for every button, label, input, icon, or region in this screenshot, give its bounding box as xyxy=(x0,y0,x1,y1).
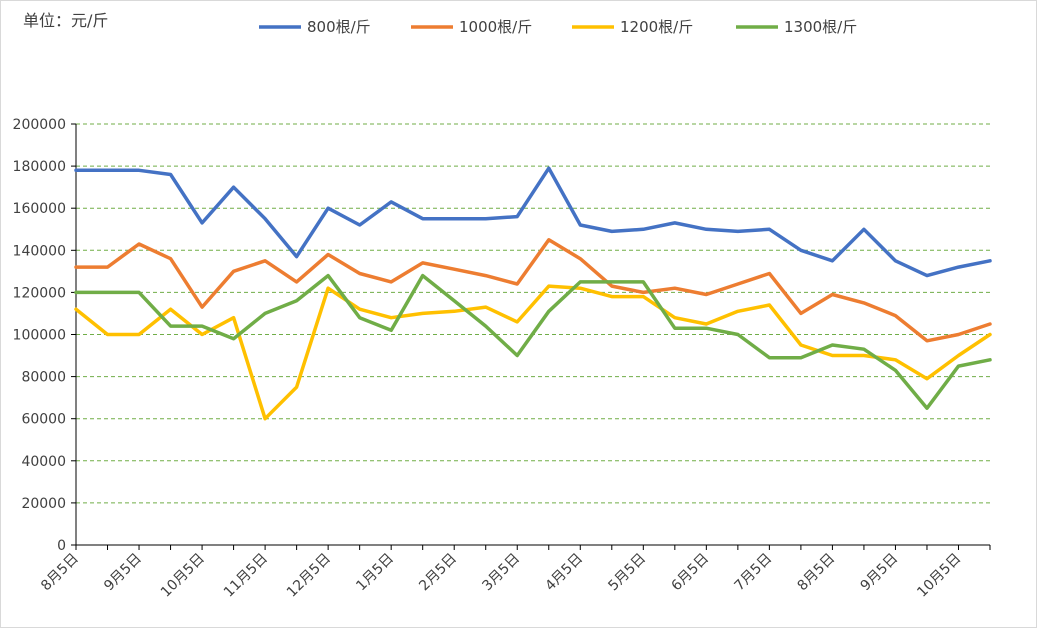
y-tick-label: 180000 xyxy=(13,159,66,175)
y-tick-label: 200000 xyxy=(13,117,66,133)
x-tick-label: 4月5日 xyxy=(542,551,586,595)
x-tick-label: 3月5日 xyxy=(479,551,523,595)
x-tick-label: 1月5日 xyxy=(353,551,397,595)
x-tick-label: 10月5日 xyxy=(914,551,964,601)
legend-label: 1000根/斤 xyxy=(459,18,532,36)
axes xyxy=(71,123,991,550)
x-tick-label: 8月5日 xyxy=(38,551,82,595)
y-tick-label: 120000 xyxy=(13,285,66,301)
x-tick-label: 5月5日 xyxy=(605,551,649,595)
series-line xyxy=(74,166,992,278)
y-tick-label: 0 xyxy=(57,538,66,554)
x-tick-label: 9月5日 xyxy=(858,551,902,595)
series-line xyxy=(74,238,992,343)
y-tick-label: 20000 xyxy=(21,496,66,512)
series-line xyxy=(74,284,992,421)
x-tick-label: 9月5日 xyxy=(101,551,145,595)
legend-label: 1300根/斤 xyxy=(784,18,857,36)
series-lines xyxy=(74,166,992,421)
unit-label: 单位：元/斤 xyxy=(23,11,109,30)
y-tick-label: 80000 xyxy=(21,370,66,386)
x-tick-labels: 8月5日 9月5日 10月5日 11月5日 12月5日 1月5日 2月5日 3月5日 4月5日 5… xyxy=(38,551,964,601)
x-tick-label: 8月5日 xyxy=(795,551,839,595)
y-tick-label: 140000 xyxy=(13,243,66,259)
x-tick-label: 2月5日 xyxy=(416,551,460,595)
legend-label: 1200根/斤 xyxy=(620,18,693,36)
legend: 800根/斤 1000根/斤 1200根/斤 1300根/斤 xyxy=(259,18,857,36)
y-tick-label: 60000 xyxy=(21,412,66,428)
y-tick-label: 100000 xyxy=(13,328,66,344)
x-tick-label: 6月5日 xyxy=(668,551,712,595)
gridlines xyxy=(76,123,990,504)
x-tick-label: 7月5日 xyxy=(731,551,775,595)
y-tick-label: 160000 xyxy=(13,201,66,217)
y-tick-label: 40000 xyxy=(21,454,66,470)
series-line xyxy=(74,273,992,410)
x-tick-label: 11月5日 xyxy=(221,551,271,601)
x-tick-label: 12月5日 xyxy=(284,551,334,601)
legend-label: 800根/斤 xyxy=(307,18,371,36)
x-tick-label: 10月5日 xyxy=(158,551,208,601)
y-tick-labels: 0 20000 40000 60000 80000 100000 120000 140000 1… xyxy=(13,117,66,554)
